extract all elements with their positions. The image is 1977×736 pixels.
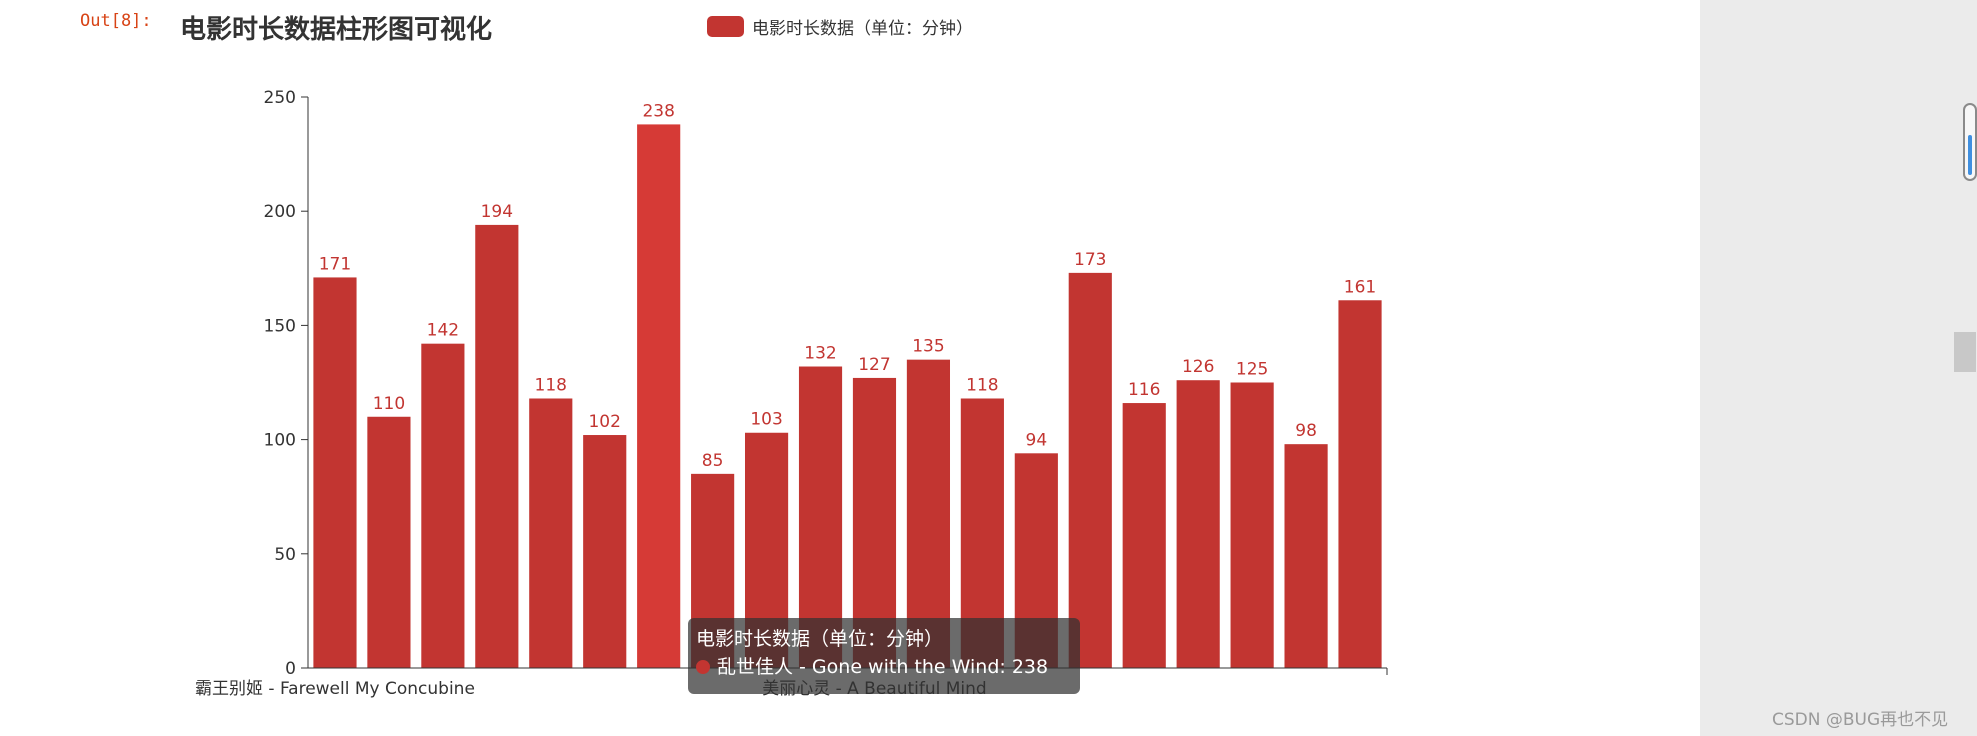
bar-6[interactable] xyxy=(637,124,681,668)
bar-18[interactable] xyxy=(1284,444,1328,668)
tooltip-row: 乱世佳人 - Gone with the Wind: 238 xyxy=(696,652,1072,682)
data-label-6: 238 xyxy=(642,101,674,121)
data-labels-group: 171 110 142 194 118 102 238 85 103 132 127 135 118 94… xyxy=(319,101,1377,470)
data-label-18: 98 xyxy=(1295,421,1317,441)
bar-3[interactable] xyxy=(475,224,519,669)
right-gutter xyxy=(1700,0,1977,736)
data-label-11: 135 xyxy=(912,337,944,357)
bar-5[interactable] xyxy=(583,435,627,668)
data-label-4: 118 xyxy=(535,375,567,395)
bar-15[interactable] xyxy=(1122,403,1166,668)
data-label-13: 94 xyxy=(1026,430,1048,450)
y-tick-label-0: 0 xyxy=(285,659,296,679)
bar-2[interactable] xyxy=(421,343,465,668)
y-tick-label-1: 50 xyxy=(274,545,296,565)
chart-title: 电影时长数据柱形图可视化 xyxy=(180,15,493,45)
data-label-14: 173 xyxy=(1074,250,1106,270)
legend-label: 电影时长数据（单位：分钟） xyxy=(752,19,973,39)
scrollbar-thumb[interactable] xyxy=(1954,332,1976,372)
data-label-2: 142 xyxy=(427,321,459,341)
data-label-9: 132 xyxy=(804,344,836,364)
data-label-8: 103 xyxy=(750,410,782,430)
y-tick-label-5: 250 xyxy=(264,88,296,108)
data-label-0: 171 xyxy=(319,254,351,274)
output-prompt: Out[8]: xyxy=(80,11,152,31)
mini-scroll-widget[interactable] xyxy=(1963,103,1977,181)
data-label-19: 161 xyxy=(1344,277,1376,297)
data-label-12: 118 xyxy=(966,375,998,395)
bar-0[interactable] xyxy=(313,277,357,668)
y-tick-label-2: 100 xyxy=(264,431,296,451)
data-label-10: 127 xyxy=(858,355,890,375)
data-label-7: 85 xyxy=(702,451,724,471)
tooltip-value: 乱世佳人 - Gone with the Wind: 238 xyxy=(717,656,1049,678)
tooltip-marker xyxy=(696,660,710,674)
bar-4[interactable] xyxy=(529,398,573,668)
data-label-1: 110 xyxy=(373,394,405,414)
bar-1[interactable] xyxy=(367,416,411,668)
bar-19[interactable] xyxy=(1338,300,1382,668)
x-category-label-0: 霸王别姬 - Farewell My Concubine xyxy=(195,679,475,699)
bar-14[interactable] xyxy=(1068,272,1112,668)
bar-11[interactable] xyxy=(906,359,951,668)
watermark: CSDN @BUG再也不见 xyxy=(1772,710,1949,730)
legend-swatch xyxy=(707,16,744,37)
y-tick-label-4: 200 xyxy=(264,202,296,222)
chart-legend[interactable]: 电影时长数据（单位：分钟） xyxy=(707,14,973,39)
data-label-15: 116 xyxy=(1128,380,1160,400)
data-label-16: 126 xyxy=(1182,357,1214,377)
notebook-output-area xyxy=(0,0,1700,736)
chart-tooltip: 电影时长数据（单位：分钟） 乱世佳人 - Gone with the Wind:… xyxy=(688,618,1080,694)
bars-group xyxy=(313,124,1382,669)
bar-17[interactable] xyxy=(1230,382,1274,669)
data-label-17: 125 xyxy=(1236,360,1268,380)
y-tick-label-3: 150 xyxy=(264,316,296,336)
bar-16[interactable] xyxy=(1176,380,1220,668)
data-label-3: 194 xyxy=(481,202,513,222)
mini-scroll-fill xyxy=(1968,135,1972,175)
data-label-5: 102 xyxy=(588,412,620,432)
bar-9[interactable] xyxy=(798,366,843,668)
tooltip-title: 电影时长数据（单位：分钟） xyxy=(696,628,944,650)
